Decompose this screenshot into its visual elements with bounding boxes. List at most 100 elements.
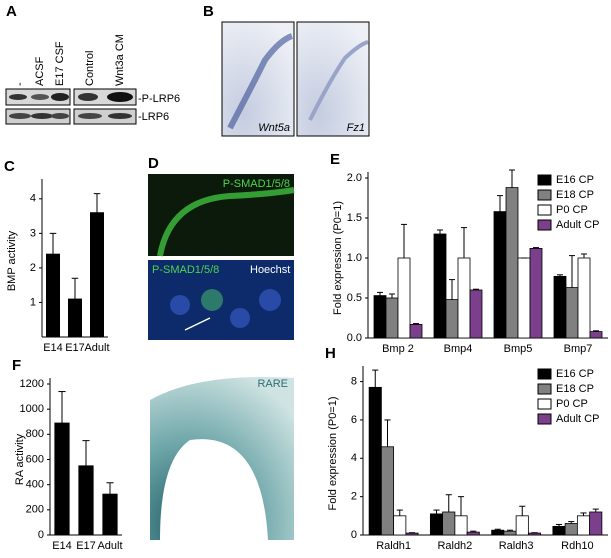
legend-swatch bbox=[537, 174, 552, 186]
x-tick-label: Adult bbox=[97, 540, 122, 552]
panel-label: A bbox=[6, 3, 17, 20]
bar bbox=[469, 289, 483, 339]
panel-label: F bbox=[12, 357, 21, 374]
bar bbox=[589, 511, 603, 536]
y-tick-label: 0 bbox=[351, 529, 357, 541]
panel-label: B bbox=[203, 3, 214, 20]
legend-swatch bbox=[537, 204, 552, 216]
y-tick-label: 6 bbox=[351, 414, 357, 426]
error-bar bbox=[437, 229, 443, 234]
stain-label: RARE bbox=[257, 378, 288, 390]
error-bar bbox=[413, 323, 419, 325]
bar bbox=[409, 323, 423, 339]
error-bar bbox=[71, 277, 79, 299]
band-label: -P-LRP6 bbox=[138, 93, 180, 105]
legend-label: Adult CP bbox=[556, 413, 599, 425]
y-tick-label: 2.0 bbox=[347, 172, 362, 184]
error-bar bbox=[494, 528, 501, 531]
y-tick-label: 0.0 bbox=[347, 332, 362, 344]
bar bbox=[517, 257, 531, 339]
image-label: Fz1 bbox=[347, 122, 365, 134]
x-tick-label: E17 bbox=[65, 342, 85, 354]
error-bar bbox=[106, 482, 114, 495]
bar bbox=[454, 515, 468, 536]
y-tick-label: 400 bbox=[26, 479, 44, 491]
y-tick-label: 600 bbox=[26, 453, 44, 465]
bar bbox=[442, 511, 456, 536]
bar bbox=[589, 331, 603, 339]
x-tick-label: Bmp7 bbox=[564, 343, 593, 355]
bar bbox=[576, 515, 591, 536]
legend-swatch bbox=[537, 219, 552, 231]
lane-label: Wnt3a CM bbox=[114, 34, 126, 86]
error-bar bbox=[449, 279, 455, 300]
y-tick-label: 3 bbox=[30, 227, 36, 239]
bar bbox=[552, 525, 566, 536]
bar bbox=[515, 515, 529, 536]
error-bar bbox=[569, 255, 575, 288]
error-bar bbox=[401, 223, 407, 258]
legend-swatch bbox=[537, 189, 552, 201]
bar bbox=[565, 287, 579, 339]
error-bar bbox=[49, 232, 57, 255]
y-tick-label: 4 bbox=[351, 452, 357, 464]
blot bbox=[5, 88, 137, 125]
error-bar bbox=[389, 293, 395, 298]
y-tick-label: 0.5 bbox=[347, 292, 362, 304]
error-bar bbox=[557, 274, 563, 277]
legend-label: E16 CP bbox=[556, 368, 594, 380]
band-label: -LRP6 bbox=[138, 111, 169, 123]
bar bbox=[405, 532, 419, 536]
error-bar bbox=[592, 508, 599, 512]
bar bbox=[505, 187, 519, 339]
bar bbox=[503, 530, 517, 536]
y-tick-label: 4 bbox=[30, 193, 36, 205]
stain-label: Hoechst bbox=[250, 264, 290, 276]
legend-swatch bbox=[537, 413, 552, 425]
error-bar bbox=[568, 521, 575, 524]
legend-label: E16 CP bbox=[556, 174, 594, 186]
error-bar bbox=[519, 505, 526, 516]
bar bbox=[433, 233, 447, 339]
bar bbox=[393, 515, 407, 536]
x-tick-label: Rdh10 bbox=[561, 540, 593, 552]
panel-label: D bbox=[148, 155, 159, 172]
bar bbox=[553, 275, 567, 339]
x-tick-label: E14 bbox=[52, 540, 72, 552]
legend-label: P0 CP bbox=[556, 398, 588, 410]
error-bar bbox=[581, 253, 587, 258]
error-bar bbox=[593, 330, 599, 332]
bar bbox=[493, 211, 507, 339]
bar bbox=[385, 297, 399, 339]
y-tick-label: 1 bbox=[30, 296, 36, 308]
bar bbox=[564, 523, 578, 536]
y-axis-label: BMP activity bbox=[6, 230, 18, 291]
lane-label: ACSF bbox=[34, 56, 46, 86]
error-bar bbox=[445, 494, 452, 512]
micrograph bbox=[148, 174, 294, 256]
x-tick-label: Adult bbox=[84, 342, 109, 354]
y-axis-label: Fold expression (P0=1) bbox=[327, 396, 339, 510]
legend-swatch bbox=[537, 383, 552, 395]
bar bbox=[577, 257, 591, 339]
legend-label: P0 CP bbox=[556, 204, 588, 216]
x-tick-label: E14 bbox=[43, 342, 63, 354]
error-bar bbox=[82, 440, 90, 466]
y-tick-label: 1.0 bbox=[347, 252, 362, 264]
error-bar bbox=[509, 169, 515, 188]
error-bar bbox=[93, 193, 101, 213]
bar bbox=[46, 253, 61, 338]
legend-label: E18 CP bbox=[556, 383, 594, 395]
x-tick-label: Raldh3 bbox=[499, 540, 534, 552]
bar bbox=[527, 532, 542, 536]
error-bar bbox=[497, 195, 503, 212]
y-axis-label: RA activity bbox=[14, 433, 26, 485]
bar bbox=[429, 513, 444, 536]
bar bbox=[397, 257, 411, 339]
bar bbox=[457, 257, 471, 339]
x-tick-label: Bmp5 bbox=[504, 343, 533, 355]
error-bar bbox=[473, 288, 479, 290]
x-tick-label: Bmp 2 bbox=[382, 343, 414, 355]
y-axis-label: Fold expression (P0=1) bbox=[332, 201, 344, 315]
stain-label: P-SMAD1/5/8 bbox=[223, 178, 290, 190]
